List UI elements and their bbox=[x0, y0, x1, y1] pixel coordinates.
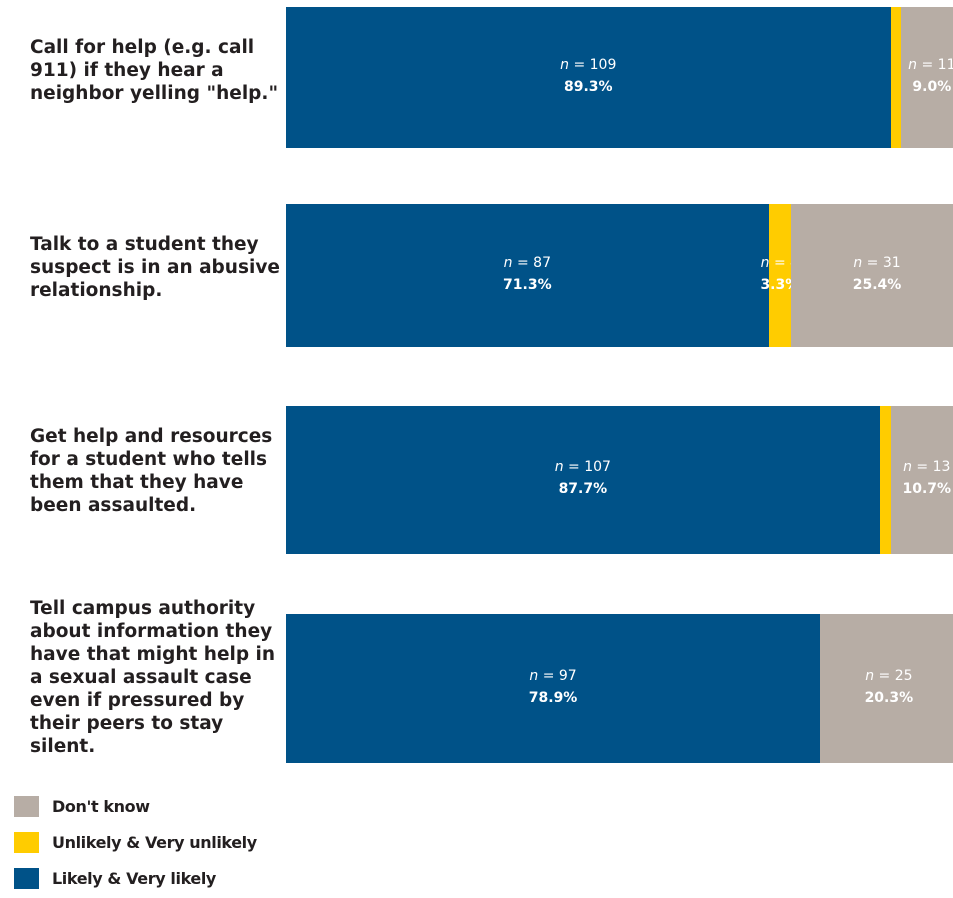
legend-item-dont-know: Don't know bbox=[14, 788, 257, 824]
bar-segment-likely-4 bbox=[286, 614, 821, 763]
percent-value-label: 78.9% bbox=[528, 689, 578, 706]
bar-row-3: n = 107 87.7% n = 13 10.7% bbox=[286, 406, 953, 554]
percent-value-label: 3.3% bbox=[760, 276, 800, 293]
bar-row-2: n = 87 71.3% n = 4 3.3% n = 31 25.4% bbox=[286, 204, 953, 347]
n-value-label: n = 107 bbox=[554, 459, 611, 475]
n-value-label: n = 31 bbox=[853, 254, 901, 271]
data-label-dont-know-3: n = 13 10.7% bbox=[887, 456, 953, 500]
data-label-likely-3: n = 107 87.7% bbox=[543, 456, 623, 500]
bar-row-1: n = 109 89.3% n = 11 9.0% bbox=[286, 7, 953, 148]
bar-segment-unlikely-3 bbox=[879, 406, 891, 554]
n-value-label: n = 109 bbox=[560, 56, 617, 73]
n-value-label: n = 11 bbox=[908, 56, 953, 73]
percent-value-label: 20.3% bbox=[864, 689, 914, 706]
legend-swatch-likely bbox=[14, 867, 39, 889]
legend-label-dont-know: Don't know bbox=[52, 796, 150, 816]
n-symbol: n bbox=[560, 56, 570, 73]
n-value-label: n = 87 bbox=[503, 254, 551, 271]
category-label-1: Call for help (e.g. call 911) if they he… bbox=[30, 37, 279, 104]
legend-swatch-unlikely bbox=[14, 831, 39, 853]
bar-segment-likely-3 bbox=[286, 406, 880, 554]
bar-row-4: n = 97 78.9% n = 25 20.3% bbox=[286, 614, 953, 763]
legend-item-likely: Likely & Very likely bbox=[14, 860, 257, 896]
percent-value-label: 87.7% bbox=[558, 481, 608, 497]
data-label-dont-know-1: n = 11 9.0% bbox=[892, 54, 953, 98]
n-symbol: n bbox=[903, 459, 912, 475]
percent-value-label: 9.0% bbox=[912, 78, 952, 95]
percent-value-label: 89.3% bbox=[563, 78, 613, 95]
n-value-label: n = 25 bbox=[865, 667, 913, 684]
bar-segment-dont-know-3 bbox=[890, 406, 953, 554]
legend-swatch-dont-know bbox=[14, 795, 39, 817]
percent-value-label: 71.3% bbox=[503, 276, 552, 293]
legend-label-unlikely: Unlikely & Very unlikely bbox=[52, 832, 257, 852]
legend: Don't know Unlikely & Very unlikely Like… bbox=[14, 788, 257, 896]
n-symbol: n bbox=[853, 254, 863, 271]
percent-value-label: 25.4% bbox=[852, 276, 902, 293]
bar-segment-likely-1 bbox=[286, 7, 891, 148]
bar-segment-likely-2 bbox=[286, 204, 769, 347]
category-label-2: Talk to a student they suspect is in an … bbox=[30, 234, 280, 301]
n-symbol: n bbox=[865, 667, 875, 684]
n-symbol: n bbox=[908, 56, 918, 73]
bar-segment-unlikely-1 bbox=[890, 7, 902, 148]
data-label-dont-know-2: n = 31 25.4% bbox=[837, 252, 917, 296]
legend-label-likely: Likely & Very likely bbox=[52, 868, 216, 888]
n-value-label: n = 97 bbox=[529, 667, 577, 684]
category-label-4: Tell campus authority about information … bbox=[30, 598, 276, 757]
data-label-likely-1: n = 109 89.3% bbox=[548, 54, 628, 98]
bar-segment-dont-know-1 bbox=[901, 7, 953, 148]
bar-segment-dont-know-2 bbox=[791, 204, 953, 347]
n-value-label: n = 13 bbox=[903, 459, 951, 475]
bar-segment-dont-know-4 bbox=[820, 614, 953, 763]
n-symbol: n bbox=[554, 459, 564, 475]
percent-value-label: 10.7% bbox=[902, 481, 952, 497]
n-symbol: n bbox=[760, 254, 770, 271]
n-symbol: n bbox=[503, 254, 513, 271]
n-symbol: n bbox=[529, 667, 539, 684]
bar-segment-unlikely-2 bbox=[768, 204, 792, 347]
data-label-likely-2: n = 87 71.3% bbox=[487, 252, 567, 296]
data-label-likely-4: n = 97 78.9% bbox=[513, 665, 593, 709]
data-label-dont-know-4: n = 25 20.3% bbox=[849, 665, 929, 709]
legend-item-unlikely: Unlikely & Very unlikely bbox=[14, 824, 257, 860]
category-label-3: Get help and resources for a student who… bbox=[30, 426, 273, 516]
